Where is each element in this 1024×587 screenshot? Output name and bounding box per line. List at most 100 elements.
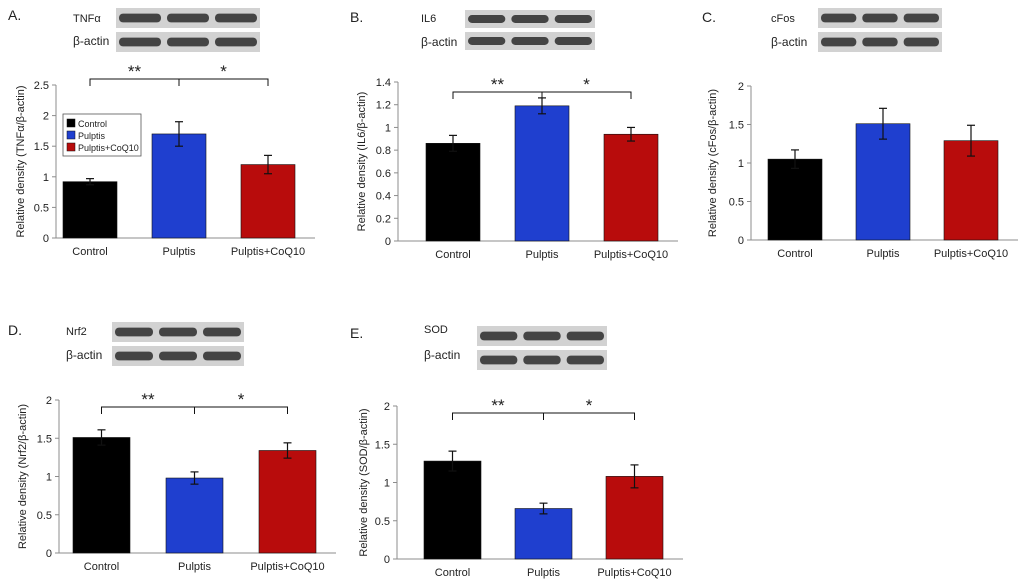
actin-label: β-actin <box>424 348 460 362</box>
y-tick-label: 1 <box>46 472 52 484</box>
category-label: Pulptis+CoQ10 <box>597 567 671 579</box>
y-tick-label: 0 <box>43 233 49 245</box>
chart-panel-cfos: C. cFos β-actin 0 0.5 1 1.5 2 Relative density (… <box>702 8 1018 260</box>
protein-label: Nrf2 <box>66 326 87 338</box>
category-label: Pulptis+CoQ10 <box>250 561 324 573</box>
blot-band <box>480 331 518 341</box>
bar-control <box>62 181 118 239</box>
significance-bracket: ** <box>452 75 543 99</box>
y-tick-label: 0.2 <box>376 213 391 225</box>
blot-band <box>468 15 506 23</box>
actin-label: β-actin <box>66 348 102 362</box>
y-tick-label: 1 <box>384 478 390 490</box>
bracket-line <box>543 412 635 420</box>
blot-strip-actin <box>818 32 942 52</box>
y-tick-label: 1 <box>385 122 391 134</box>
y-tick-label: 1.5 <box>37 433 52 445</box>
significance-bracket: ** <box>452 396 544 420</box>
y-tick-label: 0.5 <box>375 516 390 528</box>
y-tick-label: 0.4 <box>376 191 391 203</box>
y-tick-label: 1 <box>738 158 744 170</box>
blot-band <box>115 351 153 361</box>
bracket-line <box>194 406 288 414</box>
blot-strip-protein <box>818 8 942 28</box>
bar-pulptis-coq10 <box>240 164 296 239</box>
panel-letter: B. <box>350 9 363 25</box>
bar-control <box>72 437 131 554</box>
y-axis-title: Relative density (cFos/β-actin) <box>707 89 719 237</box>
significance-marker: ** <box>491 396 505 415</box>
protein-label: cFos <box>771 13 795 25</box>
y-tick-label: 0.5 <box>34 202 49 214</box>
significance-marker: ** <box>128 62 142 81</box>
blot-band <box>159 327 197 337</box>
blot-band <box>566 355 604 365</box>
bar-pulptis <box>514 508 573 560</box>
blot-band <box>566 331 604 341</box>
actin-label: β-actin <box>73 34 109 48</box>
blot-strip-actin <box>116 32 260 52</box>
blot-band <box>167 37 209 47</box>
blot-strip-protein <box>112 322 244 342</box>
blot-band <box>215 13 257 23</box>
significance-marker: * <box>238 390 245 409</box>
blot-strip-actin <box>112 346 244 366</box>
protein-label: SOD <box>424 324 448 336</box>
y-tick-label: 0.6 <box>376 168 391 180</box>
protein-label: IL6 <box>421 13 436 25</box>
bar-pulptis-coq10 <box>603 133 659 242</box>
y-tick-label: 2 <box>738 81 744 93</box>
blot-strip-protein <box>477 326 607 346</box>
bar-pulptis <box>855 123 911 241</box>
y-tick-label: 1.5 <box>375 439 390 451</box>
significance-bracket: * <box>543 396 635 420</box>
blot-band <box>903 13 939 23</box>
blot-strip-actin <box>465 32 595 50</box>
significance-bracket: * <box>541 75 632 99</box>
blot-band <box>167 13 209 23</box>
category-label: Control <box>435 249 470 261</box>
y-tick-label: 0 <box>738 235 744 247</box>
category-label: Pulptis <box>178 561 212 573</box>
blot-band <box>821 37 857 47</box>
legend-label: Control <box>78 119 107 129</box>
y-axis-title: Relative density (TNFα/β-actin) <box>15 85 27 237</box>
category-label: Pulptis+CoQ10 <box>594 249 668 261</box>
category-label: Control <box>435 567 470 579</box>
actin-label: β-actin <box>421 35 457 49</box>
category-label: Pulptis+CoQ10 <box>231 246 305 258</box>
blot-band <box>511 37 549 45</box>
y-tick-label: 1.4 <box>376 77 391 89</box>
panel-letter: C. <box>702 9 716 25</box>
legend-box <box>62 113 142 157</box>
bar-pulptis-coq10 <box>605 476 664 560</box>
chart-panel-il6: B. IL6 β-actin 0 0.2 0.4 0.6 0.8 1 1.2 1.4 Relative… <box>350 9 678 261</box>
y-tick-label: 2 <box>43 111 49 123</box>
blot-band <box>203 351 241 361</box>
y-axis-title: Relative density (SOD/β-actin) <box>358 408 370 556</box>
bar-control <box>767 158 823 241</box>
blot-band <box>821 13 857 23</box>
significance-marker: * <box>583 75 590 94</box>
legend: Control Pulptis Pulptis+CoQ10 <box>62 113 142 157</box>
legend-label: Pulptis <box>78 131 106 141</box>
blot-band <box>215 37 257 47</box>
y-tick-label: 0 <box>46 548 52 560</box>
blot-band <box>523 331 561 341</box>
panel-letter: A. <box>8 7 21 23</box>
bracket-line <box>541 91 632 99</box>
bar-pulptis-coq10 <box>258 450 317 554</box>
y-tick-label: 2.5 <box>34 80 49 92</box>
chart-panel-sod: E. SOD β-actin 0 0.5 1 1.5 2 Relative density (S… <box>350 324 683 579</box>
significance-marker: ** <box>141 390 155 409</box>
y-tick-label: 1.5 <box>729 120 744 132</box>
y-tick-label: 1.5 <box>34 141 49 153</box>
y-tick-label: 1.2 <box>376 100 391 112</box>
y-tick-label: 0.5 <box>37 510 52 522</box>
y-tick-label: 2 <box>46 395 52 407</box>
category-label: Pulptis <box>527 567 561 579</box>
blot-band <box>554 15 592 23</box>
blot-band <box>468 37 506 45</box>
significance-bracket: ** <box>101 390 195 414</box>
